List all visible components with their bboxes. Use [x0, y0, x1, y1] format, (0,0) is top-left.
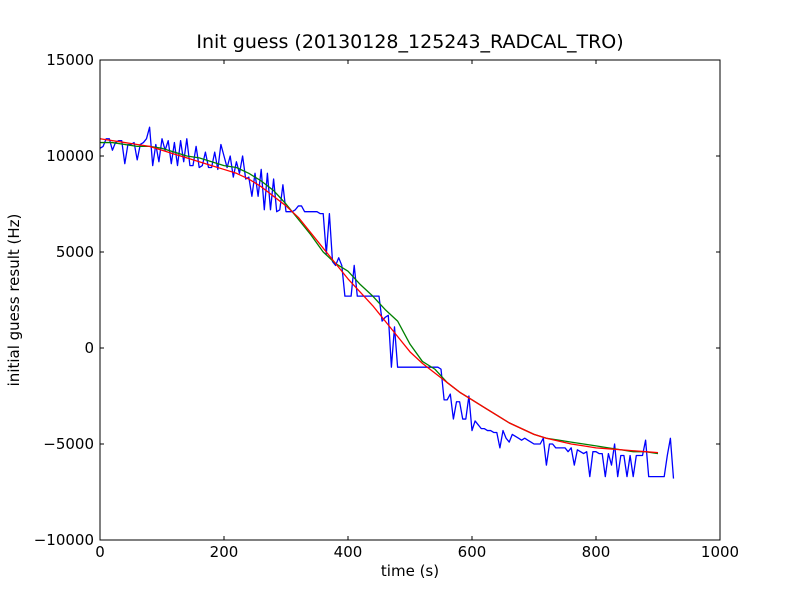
- x-tick-label: 200: [210, 543, 239, 561]
- y-axis-label: initial guess result (Hz): [5, 214, 23, 387]
- plot-area: 0 200 400 600 800 1000 −10000 −5000 0 5000 10000 15…: [34, 51, 739, 561]
- chart-title: Init guess (20130128_125243_RADCAL_TRO): [196, 31, 623, 53]
- x-axis-label: time (s): [381, 562, 439, 580]
- series-line-2: [99, 138, 659, 454]
- x-tick-label: 1000: [701, 543, 739, 561]
- plot-frame: [99, 59, 721, 541]
- x-tick-label: 0: [95, 543, 105, 561]
- y-tick-label: 5000: [56, 243, 94, 261]
- series-line-1: [100, 141, 659, 455]
- plot-background: [100, 60, 720, 540]
- y-tick-label: −10000: [34, 531, 94, 549]
- x-tick-label: 600: [458, 543, 487, 561]
- series-line-0: [99, 126, 675, 479]
- series-layer: [99, 126, 675, 479]
- y-tick-label: 10000: [46, 147, 94, 165]
- tick-layer: 0 200 400 600 800 1000 −10000 −5000 0 5000 10000 15…: [34, 51, 739, 561]
- y-tick-label: −5000: [43, 435, 94, 453]
- y-tick-label: 0: [84, 339, 94, 357]
- y-tick-label: 15000: [46, 51, 94, 69]
- x-tick-label: 800: [582, 543, 611, 561]
- x-tick-label: 400: [334, 543, 363, 561]
